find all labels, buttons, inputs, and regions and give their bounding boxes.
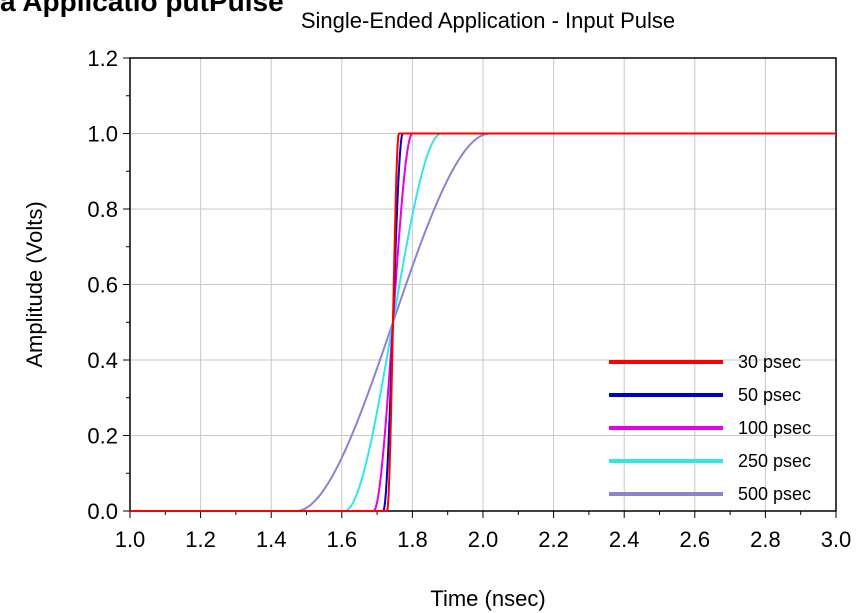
x-tick-label: 3.0: [821, 527, 852, 552]
chart-title: Single-Ended Application - Input Pulse: [301, 8, 675, 33]
legend-label: 30 psec: [738, 352, 801, 372]
x-tick-label: 1.2: [185, 527, 216, 552]
plot-frame: [129, 57, 837, 512]
y-tick-label: 1.2: [87, 46, 118, 71]
legend-label: 500 psec: [738, 484, 811, 504]
y-tick-label: 0.2: [87, 424, 118, 449]
y-tick-label: 1.0: [87, 122, 118, 147]
x-axis-label: Time (nsec): [430, 586, 545, 611]
page-header-fragment: a Applicatio putPulse: [0, 0, 284, 17]
legend-label: 50 psec: [738, 385, 801, 405]
x-tick-label: 2.0: [468, 527, 499, 552]
y-axis-label: Amplitude (Volts): [22, 201, 47, 367]
x-tick-label: 1.8: [397, 527, 428, 552]
x-tick-label: 1.6: [327, 527, 358, 552]
y-tick-label: 0.4: [87, 348, 118, 373]
x-tick-label: 2.6: [680, 527, 711, 552]
x-tick-label: 2.8: [750, 527, 781, 552]
x-tick-label: 1.0: [115, 527, 146, 552]
y-tick-label: 0.0: [87, 499, 118, 524]
series-line: [130, 132, 836, 512]
x-tick-label: 2.4: [609, 527, 640, 552]
x-tick-label: 2.2: [538, 527, 569, 552]
legend-label: 250 psec: [738, 451, 811, 471]
y-tick-label: 0.8: [87, 197, 118, 222]
y-tick-label: 0.6: [87, 273, 118, 298]
legend-label: 100 psec: [738, 418, 811, 438]
x-tick-label: 1.4: [256, 527, 287, 552]
